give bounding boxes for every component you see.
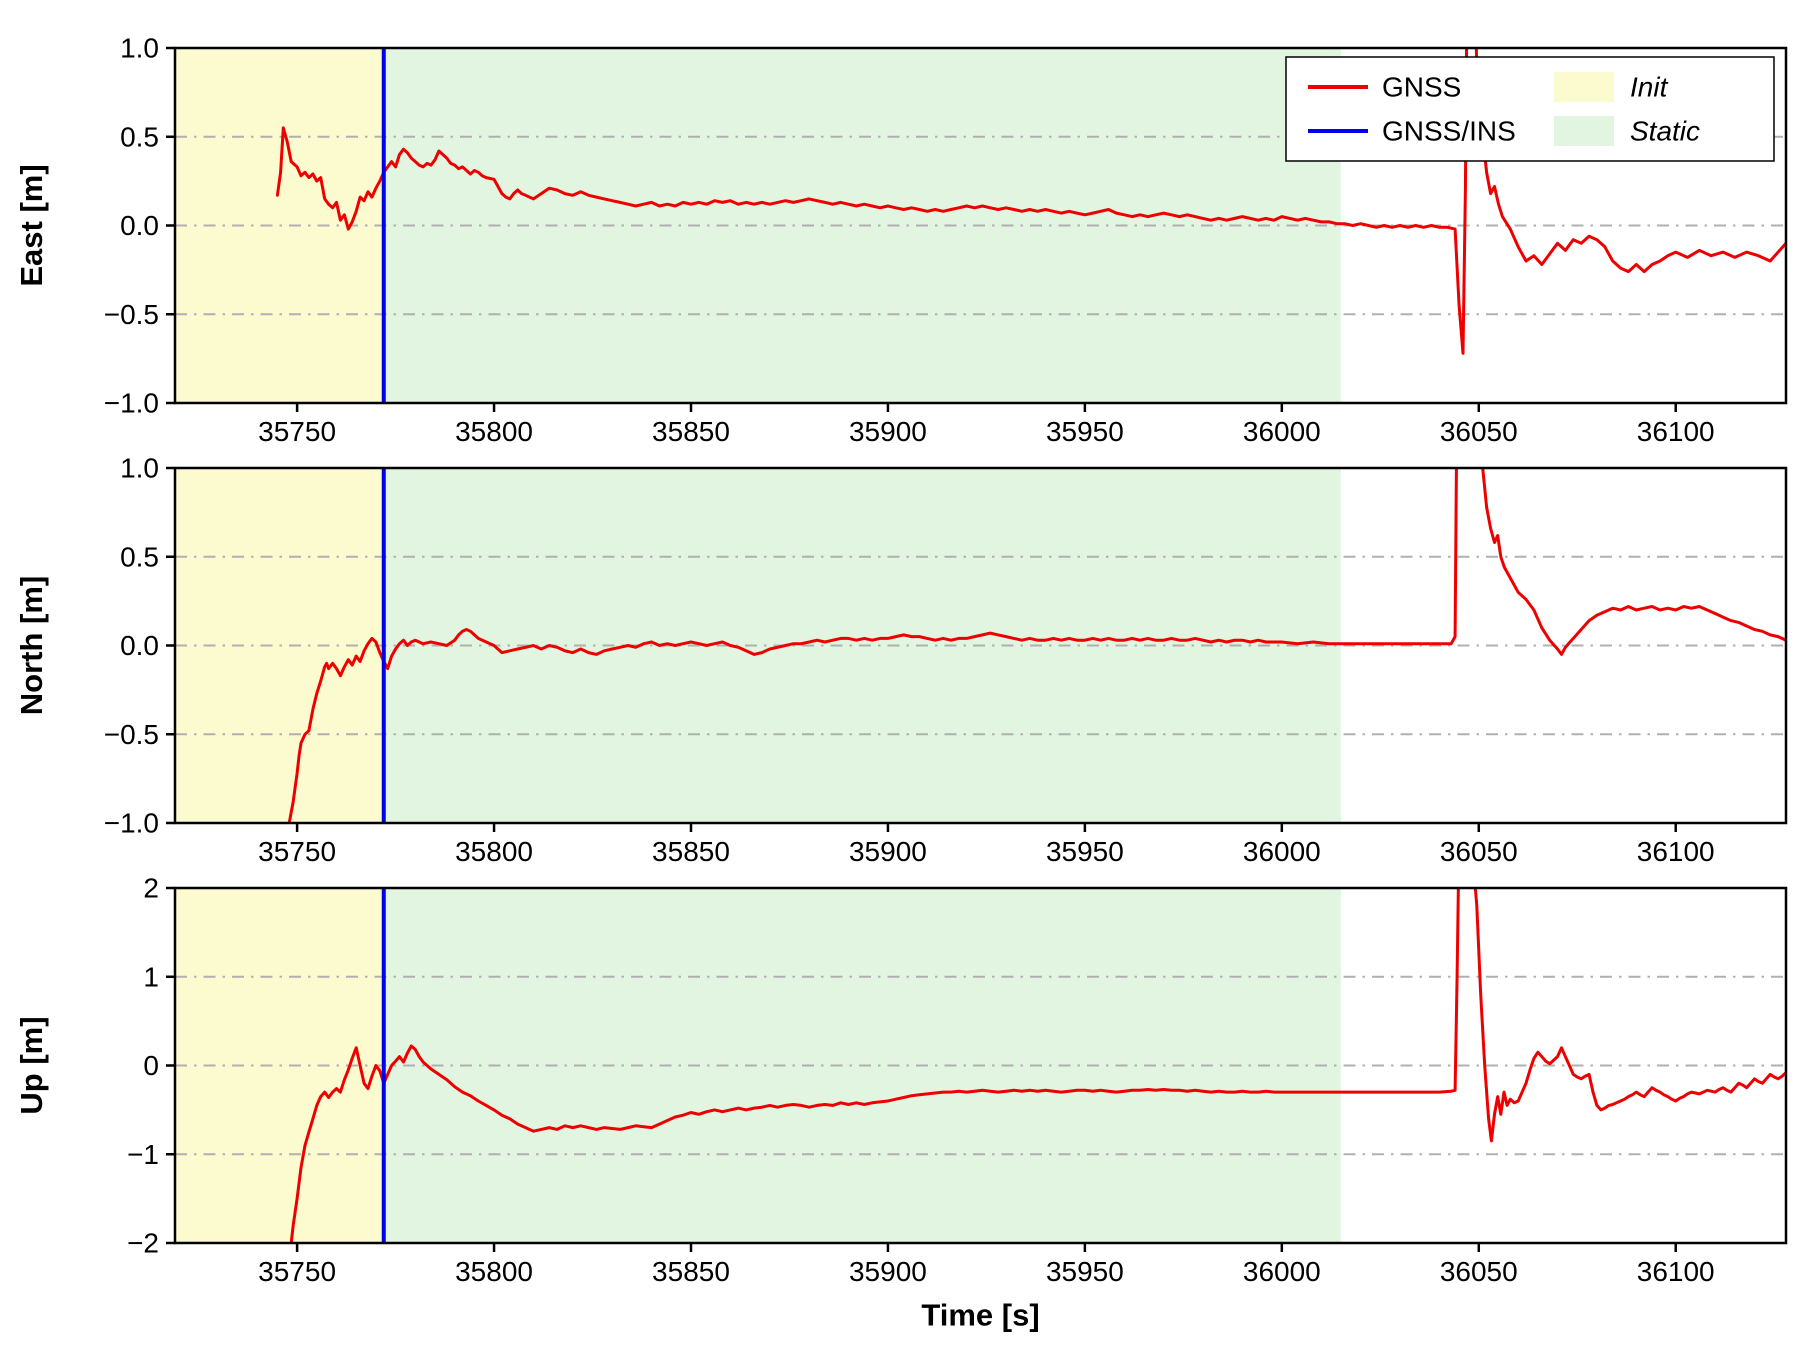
y-tick-label: 0: [143, 1050, 159, 1081]
x-tick-label: 36000: [1243, 836, 1321, 867]
x-tick-label: 36000: [1243, 1256, 1321, 1287]
y-tick-label: 0.0: [120, 630, 159, 661]
x-tick-label: 35950: [1046, 836, 1124, 867]
x-tick-label: 35800: [455, 836, 533, 867]
x-tick-label: 35850: [652, 416, 730, 447]
x-tick-label: 35800: [455, 1256, 533, 1287]
x-tick-label: 35950: [1046, 416, 1124, 447]
x-tick-label: 35850: [652, 1256, 730, 1287]
gnss-line: [289, 888, 1786, 1243]
legend-box: [1285, 56, 1775, 162]
y-tick-label: 0.0: [120, 210, 159, 241]
subplot-east: 35750 35800 35850 35900 35950 36000 36050 36100…: [14, 33, 1788, 447]
y-tick-label: −2: [127, 1228, 159, 1259]
gnss-line: [287, 468, 1786, 823]
x-tick-label: 35750: [258, 416, 336, 447]
x-tick-label: 35900: [849, 416, 927, 447]
y-tick-label: 2: [143, 873, 159, 904]
legend-label: Static: [1630, 116, 1700, 147]
y-tick-label: 0.5: [120, 121, 159, 152]
legend-label: GNSS/INS: [1382, 116, 1516, 147]
legend-patch-sample-3: [1554, 116, 1614, 146]
subplot-north: 35750 35800 35850 35900 35950 36000 36050 36100…: [14, 453, 1788, 867]
y-tick-label: 1.0: [120, 453, 159, 484]
x-tick-label: 36100: [1637, 836, 1715, 867]
y-tick-label: −1.0: [104, 808, 159, 839]
x-tick-label: 36050: [1440, 836, 1518, 867]
x-tick-label: 36050: [1440, 416, 1518, 447]
x-axis-label: Time [s]: [921, 1297, 1039, 1332]
y-axis-label: North [m]: [14, 576, 49, 715]
y-tick-label: −0.5: [104, 719, 159, 750]
y-axis-label: Up [m]: [14, 1016, 49, 1114]
x-tick-label: 35750: [258, 836, 336, 867]
legend: GNSS GNSS/INS Init Static: [1285, 56, 1775, 162]
y-tick-label: −1.0: [104, 388, 159, 419]
x-tick-label: 36100: [1637, 1256, 1715, 1287]
y-tick-label: 1.0: [120, 33, 159, 64]
y-tick-label: −1: [127, 1139, 159, 1170]
y-tick-label: 1: [143, 961, 159, 992]
x-tick-label: 35900: [849, 836, 927, 867]
x-tick-label: 36050: [1440, 1256, 1518, 1287]
y-tick-label: −0.5: [104, 299, 159, 330]
legend-label: GNSS: [1382, 72, 1461, 103]
x-tick-label: 35800: [455, 416, 533, 447]
x-tick-label: 36000: [1243, 416, 1321, 447]
x-tick-label: 35850: [652, 836, 730, 867]
x-tick-label: 35900: [849, 1256, 927, 1287]
legend-patch-sample-2: [1554, 72, 1614, 102]
legend-label: Init: [1630, 72, 1669, 103]
subplot-up: 35750 35800 35850 35900 35950 36000 36050 36100…: [14, 873, 1788, 1287]
y-axis-label: East [m]: [14, 164, 49, 286]
y-tick-label: 0.5: [120, 541, 159, 572]
x-tick-label: 35950: [1046, 1256, 1124, 1287]
x-tick-label: 35750: [258, 1256, 336, 1287]
x-tick-label: 36100: [1637, 416, 1715, 447]
